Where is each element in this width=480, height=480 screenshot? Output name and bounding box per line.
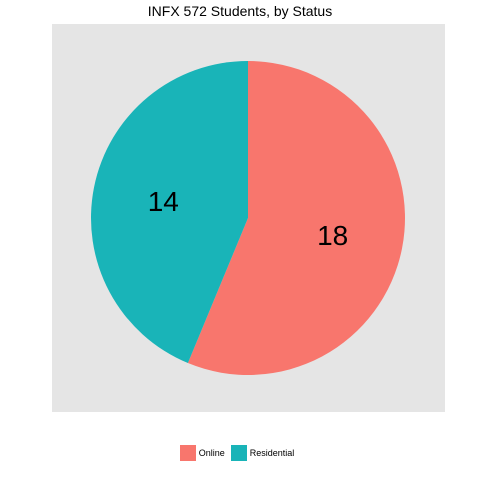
- legend-item-online: Online: [179, 445, 225, 461]
- legend-label-residential: Residential: [249, 448, 295, 458]
- legend-swatch-residential: [230, 445, 247, 461]
- chart-title: INFX 572 Students, by Status: [147, 3, 333, 19]
- slice-label-online: 18: [317, 220, 348, 251]
- pie-slice-residential: [91, 61, 248, 364]
- legend-label-online: Online: [198, 448, 225, 458]
- pie-slice-online: [187, 61, 406, 375]
- legend-item-residential: Residential: [230, 445, 295, 461]
- legend: Online Residential: [0, 445, 480, 461]
- legend-swatch-online: [179, 445, 196, 461]
- slice-label-residential: 14: [148, 186, 179, 217]
